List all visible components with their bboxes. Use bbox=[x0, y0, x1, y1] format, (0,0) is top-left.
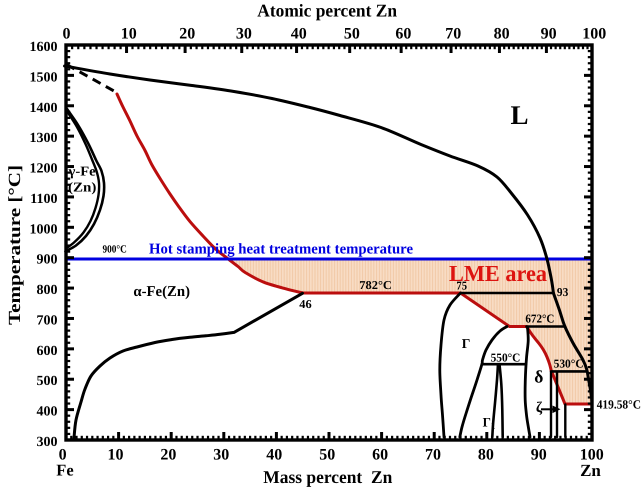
svg-text:90: 90 bbox=[541, 26, 557, 43]
svg-text:672°C: 672°C bbox=[525, 311, 554, 325]
svg-text:20: 20 bbox=[179, 26, 195, 43]
svg-text:Zn: Zn bbox=[580, 461, 601, 480]
svg-text:Temperature [°C]: Temperature [°C] bbox=[5, 165, 24, 325]
svg-text:1400: 1400 bbox=[30, 101, 58, 116]
svg-text:700: 700 bbox=[37, 314, 58, 329]
svg-text:1200: 1200 bbox=[30, 162, 58, 177]
svg-text:782°C: 782°C bbox=[359, 278, 392, 292]
svg-text:1500: 1500 bbox=[30, 70, 58, 85]
svg-text:1000: 1000 bbox=[30, 222, 58, 237]
svg-text:100: 100 bbox=[582, 26, 606, 43]
svg-text:1600: 1600 bbox=[30, 40, 58, 55]
svg-text:Hot stamping heat treatment te: Hot stamping heat treatment temperature bbox=[149, 242, 413, 258]
svg-text:0: 0 bbox=[63, 26, 71, 43]
svg-text:30: 30 bbox=[213, 447, 229, 464]
svg-text:30: 30 bbox=[236, 26, 252, 43]
svg-text:100: 100 bbox=[580, 447, 604, 464]
svg-text:80: 80 bbox=[478, 447, 494, 464]
svg-text:80: 80 bbox=[494, 26, 510, 43]
svg-text:Fe: Fe bbox=[56, 461, 73, 480]
svg-text:1300: 1300 bbox=[30, 131, 58, 146]
svg-text:90: 90 bbox=[531, 447, 547, 464]
svg-text:α-Fe(Zn): α-Fe(Zn) bbox=[133, 284, 190, 300]
svg-text:70: 70 bbox=[425, 447, 441, 464]
svg-text:550°C: 550°C bbox=[491, 351, 521, 365]
svg-text:75: 75 bbox=[456, 279, 467, 293]
svg-text:419.58°C: 419.58°C bbox=[597, 398, 641, 412]
svg-text:600: 600 bbox=[37, 344, 58, 359]
svg-text:60: 60 bbox=[395, 26, 411, 43]
svg-text:Atomic percent Zn: Atomic percent Zn bbox=[257, 1, 397, 21]
svg-text:60: 60 bbox=[372, 447, 388, 464]
svg-text:δ: δ bbox=[534, 366, 543, 386]
svg-text:530°C: 530°C bbox=[554, 357, 584, 371]
svg-text:46: 46 bbox=[299, 297, 311, 311]
svg-text:γ-Fe: γ-Fe bbox=[67, 164, 95, 179]
svg-text:ζ: ζ bbox=[536, 400, 543, 416]
svg-text:0: 0 bbox=[59, 447, 67, 464]
svg-text:L: L bbox=[510, 100, 528, 130]
svg-text:800: 800 bbox=[37, 283, 58, 298]
svg-text:40: 40 bbox=[291, 26, 307, 43]
svg-text:10: 10 bbox=[108, 447, 124, 464]
svg-text:500: 500 bbox=[37, 374, 58, 389]
svg-text:900°C: 900°C bbox=[103, 244, 127, 256]
svg-text:50: 50 bbox=[319, 447, 335, 464]
svg-text:LME area: LME area bbox=[449, 261, 547, 286]
svg-text:20: 20 bbox=[160, 447, 176, 464]
svg-text:1100: 1100 bbox=[30, 192, 57, 207]
svg-text:Γ: Γ bbox=[462, 336, 471, 351]
svg-text:70: 70 bbox=[445, 26, 461, 43]
svg-text:400: 400 bbox=[37, 405, 58, 420]
svg-text:(Zn): (Zn) bbox=[68, 179, 96, 194]
svg-text:93: 93 bbox=[557, 285, 568, 299]
svg-text:50: 50 bbox=[344, 26, 360, 43]
svg-text:900: 900 bbox=[37, 253, 58, 268]
svg-text:300: 300 bbox=[37, 435, 58, 450]
svg-text:10: 10 bbox=[121, 26, 137, 43]
svg-text:Mass percent Zn: Mass percent Zn bbox=[263, 467, 392, 487]
svg-text:40: 40 bbox=[266, 447, 282, 464]
